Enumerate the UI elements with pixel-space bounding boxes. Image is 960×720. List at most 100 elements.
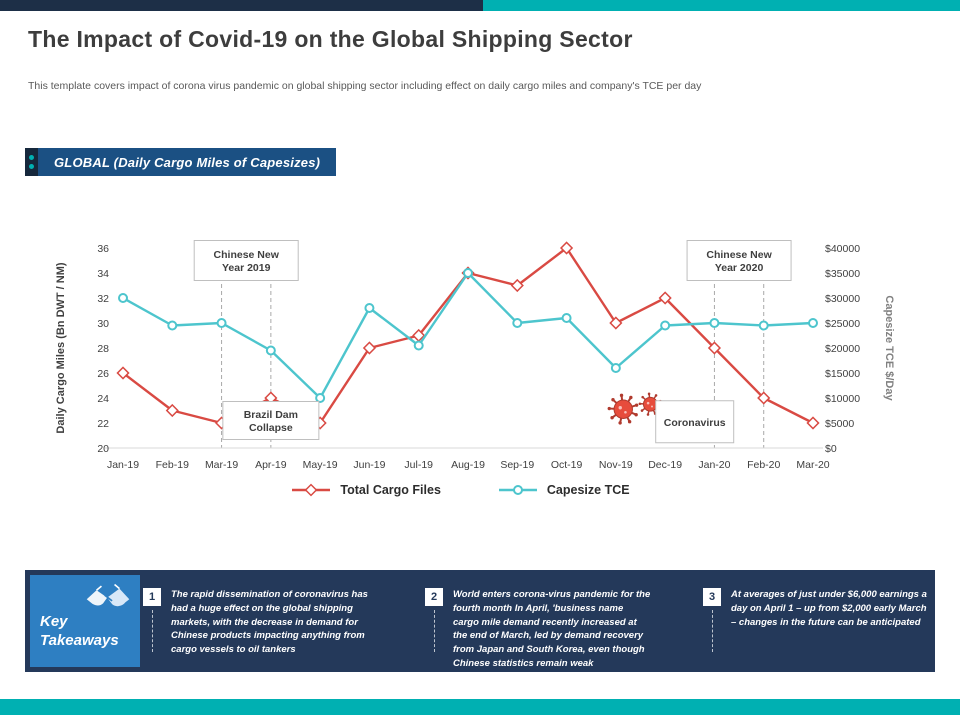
takeaway-number: 2 <box>425 588 443 606</box>
marker-diamond-total-cargo-files <box>264 391 278 405</box>
x-axis-tick: Dec-19 <box>648 459 682 471</box>
right-axis-tick: $20000 <box>825 343 860 355</box>
x-axis-tick: Oct-19 <box>551 459 583 471</box>
marker-circle-capesize-tce <box>315 393 326 403</box>
key-takeaways-band: Key Takeaways 1 The rapid dissemination … <box>25 570 935 672</box>
marker-circle-capesize-tce <box>167 320 178 331</box>
left-axis-tick: 26 <box>97 368 109 380</box>
takeaway-number: 1 <box>143 588 161 606</box>
marker-circle-capesize-tce <box>413 340 424 351</box>
x-axis-tick: Jun-19 <box>353 459 385 471</box>
annotation-text: Collapse <box>249 422 293 434</box>
takeaway-text: The rapid dissemination of coronavirus h… <box>171 589 368 656</box>
annotation-text: Year 2020 <box>715 262 764 274</box>
x-axis-tick: Nov-19 <box>599 459 633 471</box>
marker-diamond-total-cargo-files <box>559 241 574 255</box>
coronavirus-icon <box>607 393 639 425</box>
right-axis-tick: $30000 <box>825 293 860 305</box>
marker-diamond-total-cargo-files <box>165 403 179 418</box>
left-axis-tick: 36 <box>97 243 109 255</box>
legend-label: Total Cargo Files <box>340 483 441 497</box>
right-axis-tick: $35000 <box>825 268 860 280</box>
chart-legend: Total Cargo Files Capesize TCE <box>0 483 920 497</box>
annotation-box-chinese-new-year-2020 <box>686 240 792 281</box>
marker-circle-capesize-tce <box>512 318 523 328</box>
x-axis-tick: Jan-20 <box>698 459 730 471</box>
section-badge-label: GLOBAL (Daily Cargo Miles of Capesizes) <box>38 148 337 176</box>
left-axis-tick: 28 <box>97 343 109 355</box>
x-axis-tick: May-19 <box>303 459 338 471</box>
takeaway-number: 3 <box>703 588 721 606</box>
left-axis-title: Daily Cargo Miles (Bn DWT / NM) <box>55 262 67 433</box>
accent-dots-icon <box>25 148 38 176</box>
marker-circle-capesize-tce <box>758 320 769 331</box>
x-axis-tick: Jul-19 <box>404 459 433 471</box>
marker-diamond-total-cargo-files <box>757 391 771 405</box>
coronavirus-icon <box>638 392 662 416</box>
right-axis-title: Capesize TCE $/Day <box>883 295 895 401</box>
legend-red-diamond-line-icon <box>292 483 331 497</box>
top-accent-bar-right <box>483 0 960 11</box>
legend-label: Capesize TCE <box>546 483 630 497</box>
page-subtitle: This template covers impact of corona vi… <box>28 80 702 92</box>
marker-circle-capesize-tce <box>610 363 621 373</box>
right-axis-tick: $15000 <box>825 368 860 380</box>
x-axis-tick: Mar-19 <box>205 459 238 471</box>
legend-teal-circle-line-icon <box>498 485 537 495</box>
right-axis-tick: $5000 <box>825 418 854 430</box>
series-line-capesize-tce <box>121 271 815 400</box>
marker-circle-capesize-tce <box>265 345 276 356</box>
marker-circle-capesize-tce <box>118 293 128 303</box>
takeaway-number-column: 1 <box>143 588 161 657</box>
x-axis-tick: Jan-19 <box>107 459 139 471</box>
bottom-accent-bar <box>0 699 960 715</box>
right-axis-tick: $25000 <box>825 318 860 330</box>
page-title: The Impact of Covid-19 on the Global Shi… <box>28 26 633 52</box>
annotation-text: Brazil Dam <box>244 409 298 421</box>
marker-diamond-total-cargo-files <box>658 291 672 305</box>
left-axis-tick: 20 <box>97 443 109 455</box>
annotation-text: Coronavirus <box>664 417 726 429</box>
left-axis-tick: 34 <box>97 268 109 280</box>
annotation-box-chinese-new-year-2019 <box>193 240 299 281</box>
top-accent-bar-left <box>0 0 483 11</box>
section-badge: GLOBAL (Daily Cargo Miles of Capesizes) <box>25 148 337 176</box>
right-axis-tick: $0 <box>825 443 837 455</box>
takeaway-text: World enters corona-virus pandemic for t… <box>453 589 651 669</box>
annotation-box-coronavirus-label <box>655 400 735 444</box>
handshake-icon <box>86 583 130 607</box>
marker-diamond-total-cargo-files <box>707 341 722 355</box>
x-axis-tick: Feb-20 <box>747 459 780 471</box>
takeaway-text: At averages of just under $6,000 earning… <box>731 589 927 628</box>
marker-circle-capesize-tce <box>660 320 671 331</box>
marker-diamond-total-cargo-files <box>806 416 820 430</box>
marker-circle-capesize-tce <box>808 318 818 328</box>
legend-total-cargo-files: Total Cargo Files <box>290 483 441 497</box>
marker-diamond-total-cargo-files <box>412 328 426 343</box>
annotation-text: Chinese New <box>214 249 280 261</box>
right-axis-tick: $10000 <box>825 393 860 405</box>
annotation-text: Chinese New <box>706 249 772 261</box>
marker-diamond-total-cargo-files <box>116 366 130 380</box>
takeaway-number-column: 3 <box>703 588 721 652</box>
dashed-divider <box>433 610 435 652</box>
dashed-divider <box>711 610 713 652</box>
takeaway-item-1: 1 The rapid dissemination of coronavirus… <box>143 588 369 657</box>
marker-diamond-total-cargo-files <box>362 341 377 355</box>
daily-cargo-miles-chart: 36 34 32 30 28 26 24 22 20 $40000 $35000 $30000 $250… <box>48 230 896 485</box>
left-axis-tick: 30 <box>97 318 109 330</box>
takeaway-item-3: 3 At averages of just under $6,000 earni… <box>703 588 929 652</box>
marker-diamond-total-cargo-files <box>609 316 623 330</box>
key-takeaways-title: Key Takeaways <box>40 613 119 649</box>
left-axis-tick: 32 <box>97 293 109 305</box>
dashed-divider <box>151 610 153 652</box>
legend-capesize-tce: Capesize TCE <box>497 483 630 497</box>
left-axis-tick: 22 <box>97 418 109 430</box>
marker-circle-capesize-tce <box>463 268 473 278</box>
marker-circle-capesize-tce <box>709 318 720 328</box>
marker-circle-capesize-tce <box>561 313 572 323</box>
annotation-text: Year 2019 <box>222 262 271 274</box>
marker-circle-capesize-tce <box>216 318 227 328</box>
x-axis-tick: Aug-19 <box>451 459 485 471</box>
